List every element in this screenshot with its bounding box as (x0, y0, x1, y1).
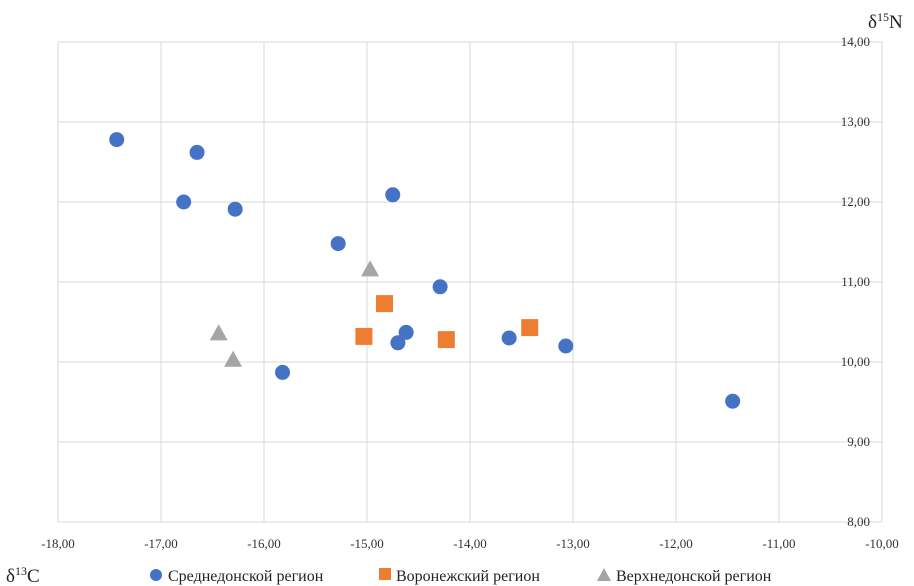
data-point-circle (432, 279, 448, 295)
data-point-circle (390, 335, 406, 351)
data-point-circle (275, 364, 291, 380)
x-tick-label: -14,00 (453, 536, 487, 551)
legend-label: Воронежский регион (396, 568, 540, 585)
data-point-circle (558, 338, 574, 354)
x-tick-label: -15,00 (350, 536, 384, 551)
data-point-square (521, 319, 539, 337)
y-tick-label: 13,00 (841, 114, 870, 129)
data-point-circle (176, 194, 192, 210)
x-axis-title-sup: 13 (15, 564, 27, 578)
x-axis-title-base: δ (6, 566, 15, 586)
data-point-triangle (209, 324, 228, 341)
y-tick-label: 12,00 (841, 194, 870, 209)
legend-label: Среднедонской регион (168, 568, 324, 585)
data-point-circle (385, 187, 401, 203)
data-point-square (376, 295, 394, 313)
y-axis-title-sup: 15 (877, 10, 889, 24)
y-tick-label: 9,00 (847, 434, 870, 449)
legend-marker-triangle (597, 568, 611, 581)
x-tick-label: -18,00 (41, 536, 75, 551)
y-tick-label: 10,00 (841, 354, 870, 369)
legend: Среднедонской регион Воронежский регион … (150, 568, 772, 585)
data-point-circle (330, 236, 346, 252)
y-axis-title-rest: N (889, 12, 903, 33)
x-tick-label: -13,00 (556, 536, 590, 551)
x-tick-label: -12,00 (659, 536, 693, 551)
legend-item-voronezhskiy: Воронежский регион (379, 568, 540, 585)
data-point-circle (398, 324, 414, 340)
x-tick-label: -16,00 (247, 536, 281, 551)
data-point-circle (189, 144, 205, 160)
y-tick-label: 11,00 (841, 274, 870, 289)
data-point-circle (227, 201, 243, 217)
y-axis-title: δ15N (868, 10, 903, 33)
x-tick-label: -17,00 (144, 536, 178, 551)
y-axis-title-base: δ (868, 12, 877, 33)
data-point-circle (725, 393, 741, 409)
data-point-triangle (361, 260, 380, 277)
y-tick-label: 14,00 (841, 34, 870, 49)
x-tick-label: -10,00 (865, 536, 899, 551)
data-points (109, 132, 741, 409)
data-point-circle (501, 330, 517, 346)
legend-marker-circle (150, 569, 162, 581)
x-axis-ticks: -18,00 -17,00 -16,00 -15,00 -14,00 -13,00 -12,… (41, 536, 899, 551)
data-point-circle (109, 132, 125, 148)
legend-label: Верхнедонской регион (616, 568, 772, 585)
legend-item-srednedonskoy: Среднедонской регион (150, 568, 324, 585)
data-point-square (355, 327, 373, 345)
grid (57, 41, 883, 523)
data-point-square (437, 331, 455, 349)
y-tick-label: 8,00 (847, 514, 870, 529)
legend-item-verkhnedonskoy: Верхнедонской регион (597, 568, 772, 585)
x-axis-title: δ13C (6, 564, 40, 586)
x-axis-title-rest: C (27, 566, 40, 586)
y-axis-ticks: 8,00 9,00 10,00 11,00 12,00 13,00 14,00 (841, 34, 870, 529)
legend-marker-square (379, 568, 391, 580)
x-tick-label: -11,00 (762, 536, 795, 551)
data-point-triangle (224, 350, 243, 367)
